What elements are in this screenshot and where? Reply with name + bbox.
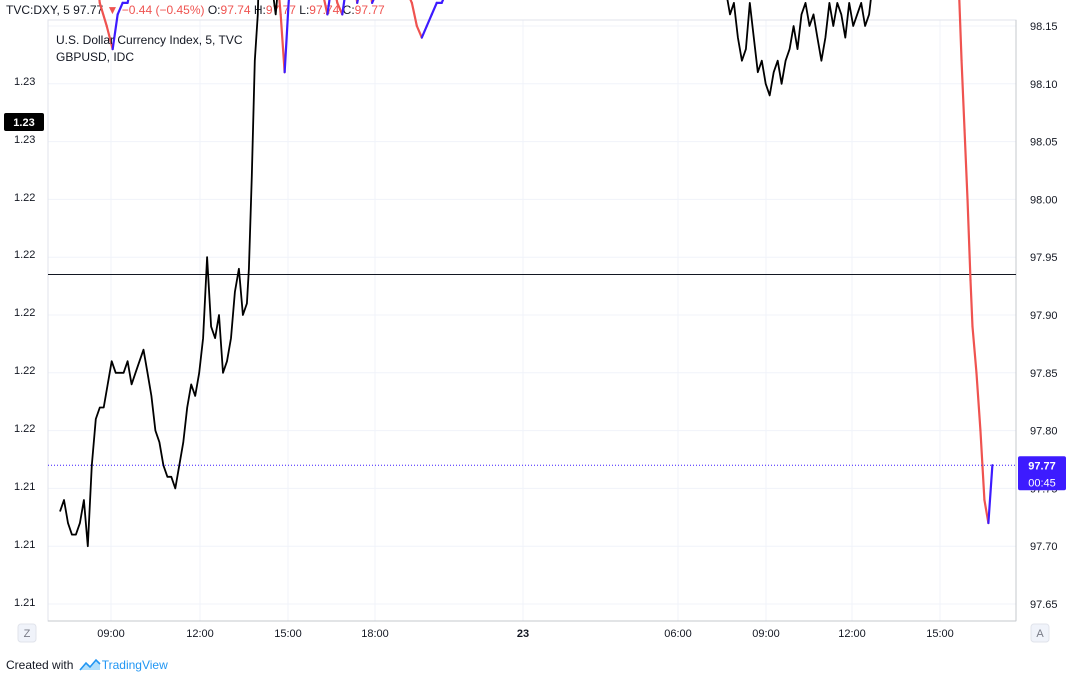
- price-tags: 97.77 00:45 1.23: [4, 113, 1066, 491]
- left-scale-label: Z: [24, 628, 31, 640]
- triangle-down-icon: ▼: [106, 3, 119, 17]
- candle-down-segment: [969, 279, 974, 328]
- candle-down-segment: [963, 128, 969, 201]
- candle-up-segment: [126, 0, 130, 4]
- left-axis-tick-label: 1.22: [14, 192, 35, 204]
- tradingview-brand: TradingView: [101, 658, 168, 672]
- chart-grid: [48, 20, 1016, 621]
- left-axis-current-tag-value: 1.23: [13, 117, 34, 129]
- time-axis-tick-label: 18:00: [361, 628, 389, 640]
- left-axis-tick-label: 1.23: [14, 76, 35, 88]
- time-axis-tick-label: 15:00: [926, 628, 954, 640]
- right-price-axis[interactable]: 98.15 98.10 98.05 98.00 97.95 97.90 97.85 97.80…: [1030, 21, 1058, 611]
- candle-down-segment: [105, 24, 114, 51]
- created-with-text: Created with: [6, 658, 74, 672]
- candle-down-segment: [958, 0, 963, 62]
- last-price-tag: [1018, 456, 1066, 491]
- left-axis-tick-label: 1.21: [14, 597, 35, 609]
- candle-down-segment: [410, 1, 418, 28]
- time-axis-tick-label: 15:00: [274, 628, 302, 640]
- candle-down-segment: [323, 0, 329, 16]
- candle-up-segment: [356, 0, 359, 4]
- gbpusd-line: [59, 0, 872, 548]
- candle-down-segment: [971, 325, 978, 374]
- right-axis-tick-label: 98.10: [1030, 79, 1058, 91]
- candle-down-segment: [975, 371, 982, 432]
- series-gbpusd: [59, 0, 872, 548]
- left-axis-tick-label: 1.23: [14, 134, 35, 146]
- time-axis[interactable]: 09:00 12:00 15:00 18:00 23 06:00 09:00 12:00 15:…: [97, 628, 954, 640]
- candle-down-segment: [979, 429, 986, 502]
- left-axis-tick-label: 1.22: [14, 249, 35, 261]
- right-axis-tick-label: 98.05: [1030, 137, 1058, 149]
- low-label: L:: [299, 3, 310, 17]
- legend-main-series[interactable]: U.S. Dollar Currency Index, 5, TVC: [56, 33, 243, 47]
- tradingview-logo-icon: [79, 658, 101, 671]
- candle-down-segment: [279, 13, 286, 74]
- left-price-axis[interactable]: 1.23 1.23 1.22 1.22 1.22 1.22 1.22 1.21 1.21 1.21: [14, 76, 35, 609]
- right-axis-tick-label: 97.65: [1030, 599, 1058, 611]
- candle-up-segment: [430, 1, 438, 16]
- auto-scale-label: A: [1036, 628, 1044, 640]
- right-axis-tick-label: 98.00: [1030, 194, 1058, 206]
- candle-down-segment: [966, 198, 972, 282]
- close-value: 97.77: [354, 3, 385, 17]
- auto-scale-button[interactable]: A: [1030, 623, 1050, 643]
- candle-down-segment: [409, 0, 413, 4]
- right-axis-tick-label: 97.95: [1030, 252, 1058, 264]
- open-value: 97.74: [220, 3, 251, 17]
- time-axis-tick-label: 09:00: [752, 628, 780, 640]
- candle-up-segment: [987, 464, 994, 525]
- plot-frame: [47, 19, 1017, 622]
- right-axis-tick-label: 97.85: [1030, 368, 1058, 380]
- high-label: H:: [253, 3, 266, 17]
- last-price-tag-value: 97.77: [1028, 460, 1056, 472]
- low-value: 97.74: [309, 3, 340, 17]
- left-axis-current-tag: [4, 113, 44, 131]
- candle-down-segment: [98, 1, 108, 28]
- time-axis-tick-label: 06:00: [664, 628, 692, 640]
- candle-up-segment: [341, 0, 346, 16]
- candle-up-segment: [111, 13, 119, 51]
- series-dxy: [98, 0, 994, 525]
- candle-up-segment: [283, 1, 290, 74]
- right-axis-tick-label: 97.70: [1030, 541, 1058, 553]
- legend-compare-series[interactable]: GBPUSD, IDC: [56, 50, 135, 64]
- candle-down-segment: [960, 59, 966, 132]
- candle-up-segment: [287, 0, 290, 4]
- time-axis-tick-label: 12:00: [186, 628, 214, 640]
- open-label: O:: [207, 3, 221, 17]
- right-axis-tick-label: 98.15: [1030, 21, 1058, 33]
- symbol-name[interactable]: TVC:DXY, 5: [6, 3, 70, 17]
- left-scale-button[interactable]: Z: [17, 623, 37, 643]
- candle-down-segment: [415, 24, 423, 39]
- left-axis-tick-label: 1.22: [14, 365, 35, 377]
- candle-up-segment: [326, 0, 331, 16]
- time-axis-tick-label: 12:00: [838, 628, 866, 640]
- candle-up-segment: [116, 1, 124, 16]
- candle-up-segment: [420, 24, 428, 39]
- right-axis-tick-label: 97.80: [1030, 426, 1058, 438]
- last-price: 97.77: [73, 3, 104, 17]
- left-axis-tick-label: 1.22: [14, 423, 35, 435]
- price-change: −0.44 (−0.45%): [121, 3, 205, 17]
- left-axis-tick-label: 1.21: [14, 539, 35, 551]
- bar-countdown-timer: 00:45: [1028, 477, 1056, 489]
- candle-up-segment: [440, 0, 445, 4]
- right-axis-tick-label: 97.90: [1030, 310, 1058, 322]
- left-axis-tick-label: 1.22: [14, 307, 35, 319]
- footer-attribution[interactable]: Created with TradingView: [6, 657, 168, 673]
- candle-up-segment: [371, 0, 375, 4]
- time-axis-tick-label: 09:00: [97, 628, 125, 640]
- candle-down-segment: [278, 0, 282, 16]
- time-axis-tick-label: 23: [517, 628, 529, 640]
- left-axis-tick-label: 1.21: [14, 481, 35, 493]
- candle-up-segment: [425, 13, 433, 28]
- close-label: C:: [342, 3, 355, 17]
